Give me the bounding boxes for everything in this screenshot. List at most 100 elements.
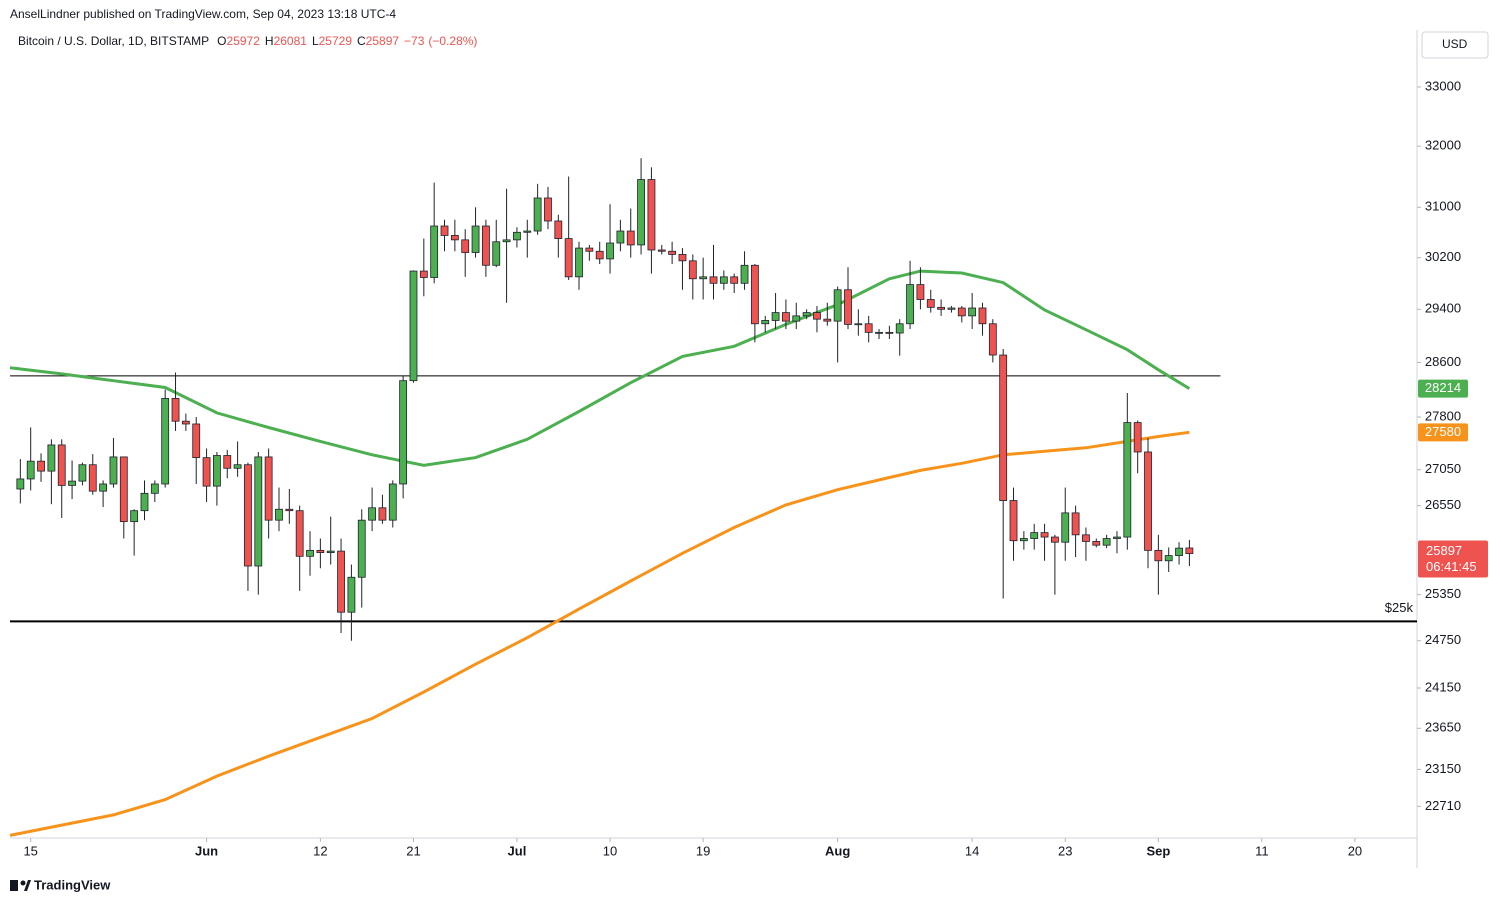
candle-body [668, 250, 677, 255]
candle-body [606, 242, 614, 260]
logo-mark [20, 880, 26, 886]
candle-body [833, 289, 842, 322]
candle-body [699, 276, 708, 280]
candle-body [1113, 536, 1121, 539]
candle-body [430, 225, 439, 278]
candle-body [523, 230, 532, 233]
candle-body [316, 549, 325, 553]
candle-body [481, 225, 490, 266]
currency[interactable]: USD [1442, 37, 1468, 51]
x-tick-label: 23 [1058, 843, 1072, 858]
candle-body [988, 323, 997, 356]
candle-body [750, 264, 759, 325]
candle-body [99, 483, 108, 492]
candle-body [740, 264, 749, 284]
candle-body [202, 457, 211, 487]
candle-body [1040, 532, 1049, 538]
legend-title: Bitcoin / U.S. Dollar, 1D, BITSTAMP [18, 34, 209, 48]
candle-body [1102, 538, 1111, 546]
price-tag [1418, 423, 1468, 442]
candle-body [450, 235, 459, 241]
candle-body [968, 307, 977, 317]
candle-body [440, 225, 449, 236]
legend-letter: H [265, 34, 274, 48]
candle-body [585, 247, 594, 252]
candle-body [57, 444, 66, 486]
candle-body [626, 230, 635, 246]
legend-letter: O [217, 34, 226, 48]
x-tick-label: 20 [1348, 843, 1362, 858]
candle-body [264, 456, 273, 521]
candle-body [409, 270, 418, 382]
candle-body [575, 247, 583, 278]
candle-body [213, 455, 221, 487]
y-tick-label: 32000 [1425, 138, 1461, 153]
candle-body [875, 331, 883, 334]
candle-body [926, 299, 935, 308]
candle-body [1082, 534, 1090, 542]
candle-body [492, 241, 501, 266]
candle-body [564, 238, 573, 278]
x-tick-label: 10 [603, 843, 617, 858]
footer-logo: TradingView [10, 877, 111, 892]
price-tag-label: 27580 [1425, 424, 1461, 439]
moving-average [9, 430, 1190, 837]
x-tick-label: 12 [313, 843, 327, 858]
candle-body [864, 323, 873, 333]
candle-body [885, 331, 894, 334]
candle-body [1154, 549, 1163, 562]
candle-body [513, 231, 521, 241]
candle-body [544, 197, 552, 222]
y-tick-label: 23650 [1425, 720, 1461, 735]
candle-body [813, 312, 821, 320]
candle-body [1123, 422, 1132, 538]
candle-body [761, 320, 770, 325]
legend-value: 26081 [274, 34, 308, 48]
x-tick-label: Sep [1146, 843, 1170, 858]
candle-body [1133, 422, 1142, 453]
candle-body [337, 550, 345, 613]
moving-average [9, 269, 1191, 467]
y-tick-label: 27050 [1425, 461, 1461, 476]
currency-button[interactable] [1421, 31, 1489, 59]
y-tick-label: 27800 [1425, 408, 1461, 423]
x-tick-label: 11 [1255, 843, 1269, 858]
candle-body [357, 519, 366, 578]
price-tag-label: 28214 [1425, 380, 1461, 395]
legend-value: 25972 [227, 34, 261, 48]
y-tick-label: 33000 [1425, 78, 1461, 93]
candle-body [802, 312, 811, 317]
candle-body [244, 464, 252, 567]
x-tick-label: Jun [195, 843, 218, 858]
plot-area: $25k [9, 158, 1417, 837]
y-tick-label: 24750 [1425, 632, 1461, 647]
candle-body [595, 250, 604, 260]
candle-body [285, 508, 294, 512]
legend: Bitcoin / U.S. Dollar, 1D, BITSTAMP O2597… [18, 34, 477, 48]
y-tick-label: 26550 [1425, 497, 1461, 512]
candle-body [88, 464, 97, 492]
candle-body [326, 550, 335, 553]
candle-body [1164, 555, 1173, 562]
candle-body [223, 455, 232, 469]
footer-brand: TradingView [34, 877, 111, 892]
candle-body [1051, 536, 1059, 543]
candle-body [161, 398, 170, 485]
candle-body [130, 510, 139, 523]
logo-mark [24, 880, 31, 891]
candle-body [140, 492, 149, 512]
candle-body [419, 270, 428, 278]
x-tick-label: 15 [23, 843, 37, 858]
candle-body [719, 276, 728, 284]
y-tick-label: 28600 [1425, 354, 1461, 369]
candle-body [399, 380, 408, 485]
y-tick-label: 31000 [1425, 199, 1461, 214]
candle-body [388, 483, 397, 521]
candle-body [192, 423, 201, 459]
legend-letter: L [312, 34, 319, 48]
candle-body [730, 276, 739, 284]
candle-body [181, 420, 190, 425]
candle-body [368, 507, 376, 521]
